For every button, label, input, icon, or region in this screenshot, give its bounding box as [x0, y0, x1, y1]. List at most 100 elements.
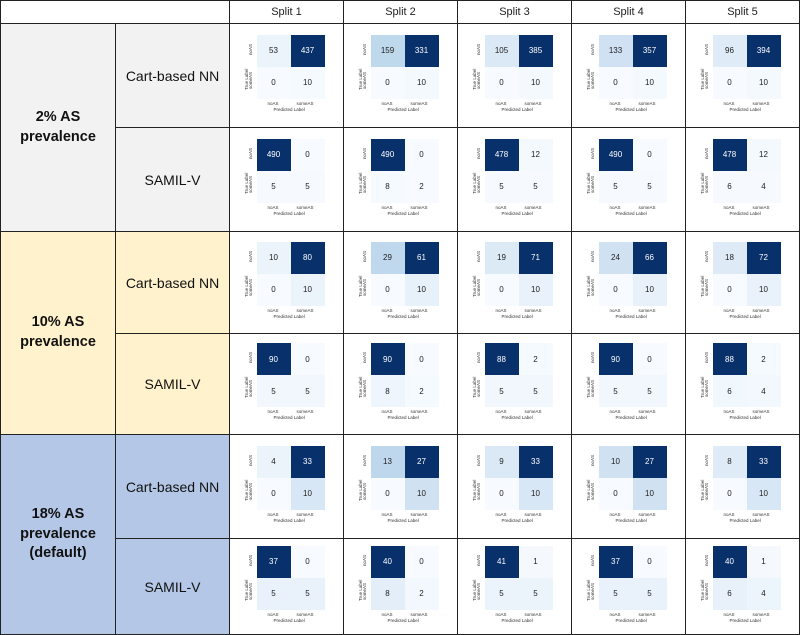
confusion-matrix-cell: True Label noAS someAS 90 0 8 2 noAS someAS Predi…	[344, 334, 458, 435]
y-tick-label: noAS	[475, 43, 481, 55]
y-tick-label: noAS	[589, 43, 595, 55]
y-tick-label: noAS	[475, 351, 481, 364]
y-tick-label: someAS	[247, 379, 253, 398]
matrix-value: 10	[746, 477, 781, 510]
matrix-value: 19	[484, 241, 519, 274]
confusion-matrix: True Label noAS someAS 490 0 8 2 noAS someAS Pred…	[354, 136, 448, 224]
confusion-matrix: True Label noAS someAS 37 0 5 5 noAS someAS Predi…	[582, 543, 676, 631]
x-axis-label: Predicted Label	[615, 415, 647, 420]
x-tick-label: noAS	[381, 307, 393, 313]
y-tick-label: someAS	[475, 71, 481, 89]
x-tick-label: someAS	[410, 307, 428, 313]
prevalence-label-18pct: 18% AS prevalence (default)	[0, 435, 116, 635]
y-tick-label: someAS	[361, 278, 367, 296]
matrix-value: 71	[518, 241, 553, 274]
matrix-value: 40	[370, 545, 405, 578]
y-tick-label: someAS	[475, 278, 481, 296]
matrix-value: 5	[598, 577, 633, 610]
matrix-value: 10	[632, 66, 667, 99]
x-axis-label: Predicted Label	[615, 313, 647, 319]
confusion-matrix: True Label noAS someAS 53 437 0 10 noAS someAS Pr…	[240, 32, 334, 120]
x-tick-label: noAS	[723, 511, 735, 517]
y-tick-label: someAS	[589, 482, 595, 500]
confusion-matrix-cell: True Label noAS someAS 96 394 0 10 noAS someAS Pr…	[686, 24, 800, 128]
matrix-value: 10	[746, 273, 781, 306]
y-tick-label: someAS	[475, 482, 481, 500]
x-tick-label: noAS	[381, 204, 393, 210]
confusion-matrix: True Label noAS someAS 105 385 0 10 noAS someAS P…	[468, 32, 562, 120]
matrix-value: 90	[598, 343, 633, 375]
confusion-matrix-cell: True Label noAS someAS 10 80 0 10 noAS someAS Pre…	[230, 232, 344, 334]
x-tick-label: someAS	[524, 511, 542, 517]
matrix-value: 2	[404, 577, 439, 610]
header-split-3: Split 3	[458, 0, 572, 24]
x-axis-label: Predicted Label	[729, 210, 761, 216]
y-tick-label: noAS	[361, 454, 367, 466]
matrix-value: 5	[290, 170, 325, 203]
x-axis-label: Predicted Label	[273, 106, 305, 112]
matrix-grid: 490 0 5 5	[256, 138, 325, 203]
confusion-matrix-cell: True Label noAS someAS 18 72 0 10 noAS someAS Pre…	[686, 232, 800, 334]
confusion-matrix-cell: True Label noAS someAS 490 0 8 2 noAS someAS Pred…	[344, 128, 458, 232]
matrix-value: 490	[598, 138, 633, 171]
matrix-value: 0	[598, 477, 633, 510]
x-axis-label: Predicted Label	[615, 106, 647, 112]
matrix-value: 33	[290, 445, 325, 478]
x-tick-label: someAS	[752, 611, 770, 617]
matrix-value: 5	[256, 375, 291, 407]
x-tick-label: someAS	[296, 409, 314, 414]
matrix-value: 0	[256, 273, 291, 306]
x-axis-label: Predicted Label	[273, 517, 305, 523]
confusion-matrix-cell: True Label noAS someAS 4 33 0 10 noAS someAS Pred…	[230, 435, 344, 539]
matrix-value: 1	[746, 545, 781, 578]
confusion-matrix: True Label noAS someAS 19 71 0 10 noAS someAS Pre…	[468, 239, 562, 327]
y-tick-label: someAS	[589, 71, 595, 89]
x-tick-label: someAS	[638, 611, 656, 617]
confusion-matrix-cell: True Label noAS someAS 40 1 6 4 noAS someAS Predi…	[686, 539, 800, 635]
model-label: Cart-based NN	[116, 232, 230, 334]
x-axis-label: Predicted Label	[729, 106, 761, 112]
matrix-value: 33	[518, 445, 553, 478]
x-tick-label: someAS	[524, 409, 542, 414]
y-tick-label: someAS	[703, 278, 709, 296]
x-tick-label: someAS	[524, 611, 542, 617]
x-axis-label: Predicted Label	[501, 106, 533, 112]
matrix-value: 2	[746, 343, 781, 375]
confusion-matrix: True Label noAS someAS 88 2 5 5 noAS someAS Predi…	[468, 340, 562, 428]
y-tick-label: noAS	[589, 454, 595, 466]
x-tick-label: noAS	[267, 204, 279, 210]
matrix-value: 2	[404, 170, 439, 203]
y-tick-label: noAS	[589, 147, 595, 159]
matrix-value: 0	[404, 138, 439, 171]
matrix-value: 8	[370, 577, 405, 610]
x-tick-label: someAS	[410, 511, 428, 517]
y-tick-label: someAS	[589, 278, 595, 296]
y-tick-label: noAS	[247, 554, 253, 566]
matrix-value: 0	[632, 343, 667, 375]
matrix-grid: 90 0 5 5	[598, 343, 667, 407]
matrix-value: 24	[598, 241, 633, 274]
confusion-matrix: True Label noAS someAS 10 80 0 10 noAS someAS Pre…	[240, 239, 334, 327]
matrix-value: 8	[712, 445, 747, 478]
matrix-grid: 88 2 6 4	[712, 343, 781, 407]
x-tick-label: noAS	[495, 100, 507, 106]
matrix-value: 385	[518, 34, 553, 67]
y-tick-label: noAS	[475, 147, 481, 159]
matrix-value: 105	[484, 34, 519, 67]
confusion-matrix-cell: True Label noAS someAS 53 437 0 10 noAS someAS Pr…	[230, 24, 344, 128]
confusion-matrix: True Label noAS someAS 133 357 0 10 noAS someAS P…	[582, 32, 676, 120]
matrix-value: 331	[404, 34, 439, 67]
y-tick-label: someAS	[247, 582, 253, 600]
y-tick-label: noAS	[247, 250, 253, 262]
matrix-value: 10	[598, 445, 633, 478]
confusion-matrix: True Label noAS someAS 478 12 6 4 noAS someAS Pre…	[696, 136, 790, 224]
matrix-grid: 8 33 0 10	[712, 445, 781, 510]
y-tick-label: noAS	[703, 554, 709, 566]
y-tick-label: noAS	[247, 43, 253, 55]
matrix-value: 5	[518, 577, 553, 610]
x-tick-label: noAS	[267, 100, 279, 106]
confusion-matrix-cell: True Label noAS someAS 90 0 5 5 noAS someAS Predi…	[572, 334, 686, 435]
x-axis-label: Predicted Label	[501, 210, 533, 216]
confusion-matrix: True Label noAS someAS 490 0 5 5 noAS someAS Pred…	[582, 136, 676, 224]
x-axis-label: Predicted Label	[615, 517, 647, 523]
